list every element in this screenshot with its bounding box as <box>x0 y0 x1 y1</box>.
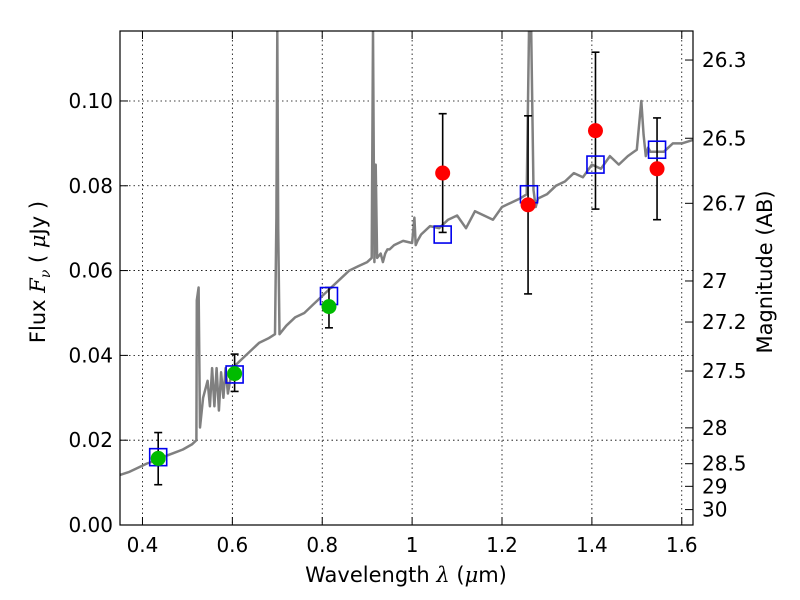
x-tick-label: 1.2 <box>486 533 518 557</box>
red-data-point <box>587 123 603 139</box>
axis-tick-labels: 0.4 0.6 0.8 1 1.2 1.4 1.6 0.00 0.02 0.04 0.06 0.08 0… <box>68 48 746 557</box>
x-tick-label: 1.4 <box>576 533 608 557</box>
y-tick-label: 0.06 <box>68 259 113 283</box>
x-axis-title: Wavelength λ (μm) <box>305 563 507 587</box>
y2-tick-label: 26.3 <box>702 48 747 72</box>
y2-tick-label: 28.5 <box>702 452 747 476</box>
y-tick-label: 0.10 <box>68 89 113 113</box>
plot-frame <box>119 30 694 526</box>
green-data-point <box>227 366 243 382</box>
y2-tick-label: 27.2 <box>702 310 747 334</box>
y2-tick-label: 30 <box>702 498 727 522</box>
green-data-point <box>321 299 337 315</box>
y2-tick-label: 26.5 <box>702 126 747 150</box>
y2-axis-title: Magnitude (AB) <box>753 190 777 353</box>
y2-tick-label: 28 <box>702 416 727 440</box>
green-data-point <box>150 450 166 466</box>
red-data-point <box>520 197 536 213</box>
y-tick-label: 0.04 <box>68 343 113 367</box>
y-tick-label: 0.08 <box>68 174 113 198</box>
model-band-square <box>433 225 452 244</box>
y2-tick-label: 26.7 <box>702 191 747 215</box>
model-band-square <box>647 140 667 160</box>
x-tick-label: 0.4 <box>127 533 159 557</box>
y2-tick-label: 27 <box>702 269 727 293</box>
y2-tick-label: 27.5 <box>702 359 747 383</box>
y-tick-label: 0.02 <box>68 428 113 452</box>
axis-ticks <box>120 31 693 526</box>
y-tick-label: 0.00 <box>68 513 113 537</box>
y2-tick-label: 29 <box>702 474 727 498</box>
x-tick-label: 1.6 <box>666 533 698 557</box>
model-band-square <box>586 155 605 174</box>
x-tick-label: 1 <box>406 533 419 557</box>
x-tick-label: 0.6 <box>216 533 248 557</box>
marks-layer <box>148 51 667 486</box>
x-tick-label: 0.8 <box>306 533 338 557</box>
red-data-point <box>649 161 665 177</box>
model-spectrum-line <box>120 31 693 477</box>
spectrum-layer <box>120 31 693 477</box>
model-band-square <box>225 365 244 384</box>
red-data-point <box>435 165 451 181</box>
y-axis-title: Flux Fν ( μJy ) <box>26 201 54 343</box>
